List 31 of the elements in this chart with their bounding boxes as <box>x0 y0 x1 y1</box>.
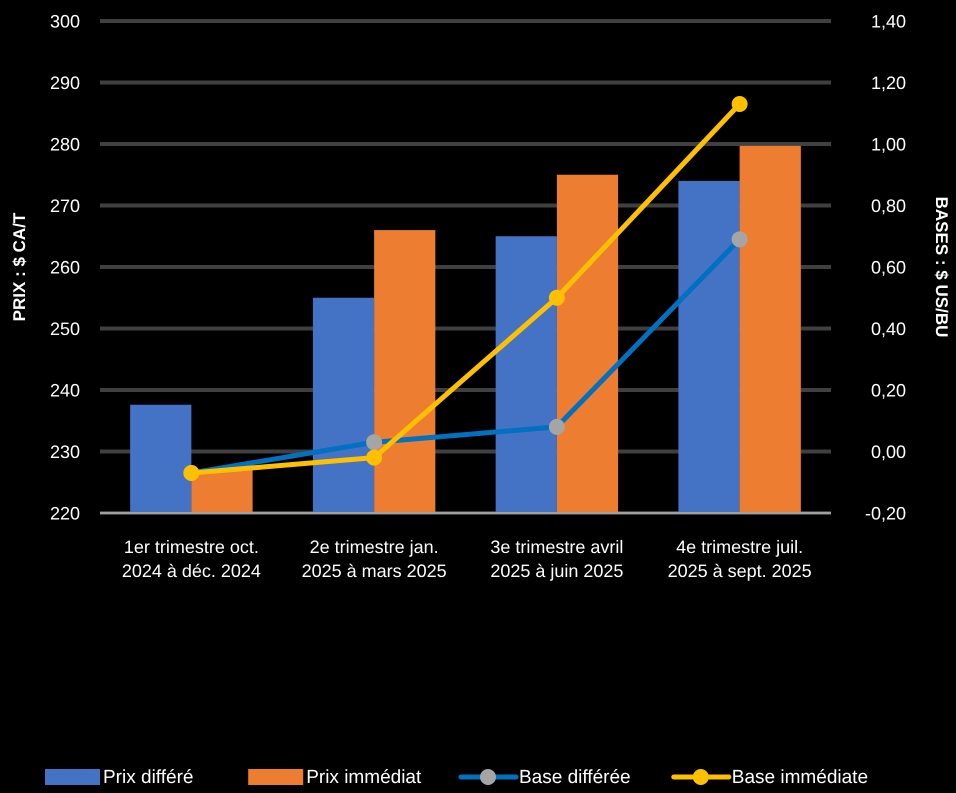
x-tick-label: 1er trimestre oct. 2024 à déc. 2024 <box>122 537 261 581</box>
y2-tick-label: 0,80 <box>870 196 906 216</box>
y2-axis-title: BASES : $ US/BU <box>932 196 951 338</box>
y2-tick-label: 1,20 <box>870 72 906 93</box>
x-tick-label: 4e trimestre juil. 2025 à sept. 2025 <box>668 537 812 581</box>
y-axis-title: PRIX : $ CA/T <box>10 212 29 322</box>
y-tick-label: 300 <box>50 11 80 32</box>
y-tick-label: 230 <box>50 442 80 462</box>
point <box>366 450 382 466</box>
y-tick-label: 270 <box>50 196 80 216</box>
legend-label: Base différée <box>519 767 631 788</box>
legend-label: Prix différé <box>103 767 194 788</box>
y-tick-label: 280 <box>50 134 80 154</box>
y2-tick-label: 0,00 <box>870 442 906 462</box>
x-tick-label: 2e trimestre jan. 2025 à mars 2025 <box>302 537 447 581</box>
y2-tick-label: 0,40 <box>870 318 906 339</box>
y-tick-label: 220 <box>50 503 80 524</box>
legend-label: Prix immédiat <box>306 767 422 788</box>
point <box>732 96 748 112</box>
y2-tick-label: 1,00 <box>870 134 906 154</box>
y-tick-label: 240 <box>50 380 80 400</box>
y2-tick-label: 0,60 <box>870 257 906 278</box>
legend-label: Base immédiate <box>732 767 868 788</box>
point <box>548 290 565 306</box>
y2-tick-label: -0,20 <box>864 503 906 524</box>
y-tick-label: 250 <box>50 318 80 339</box>
y-tick-label: 260 <box>50 257 80 278</box>
y2-tick-label: 0,20 <box>870 380 906 400</box>
y-tick-label: 290 <box>50 72 80 93</box>
x-tick-label: 3e trimestre avril 2025 à juin 2025 <box>490 537 624 581</box>
y2-tick-label: 1,40 <box>870 11 906 32</box>
